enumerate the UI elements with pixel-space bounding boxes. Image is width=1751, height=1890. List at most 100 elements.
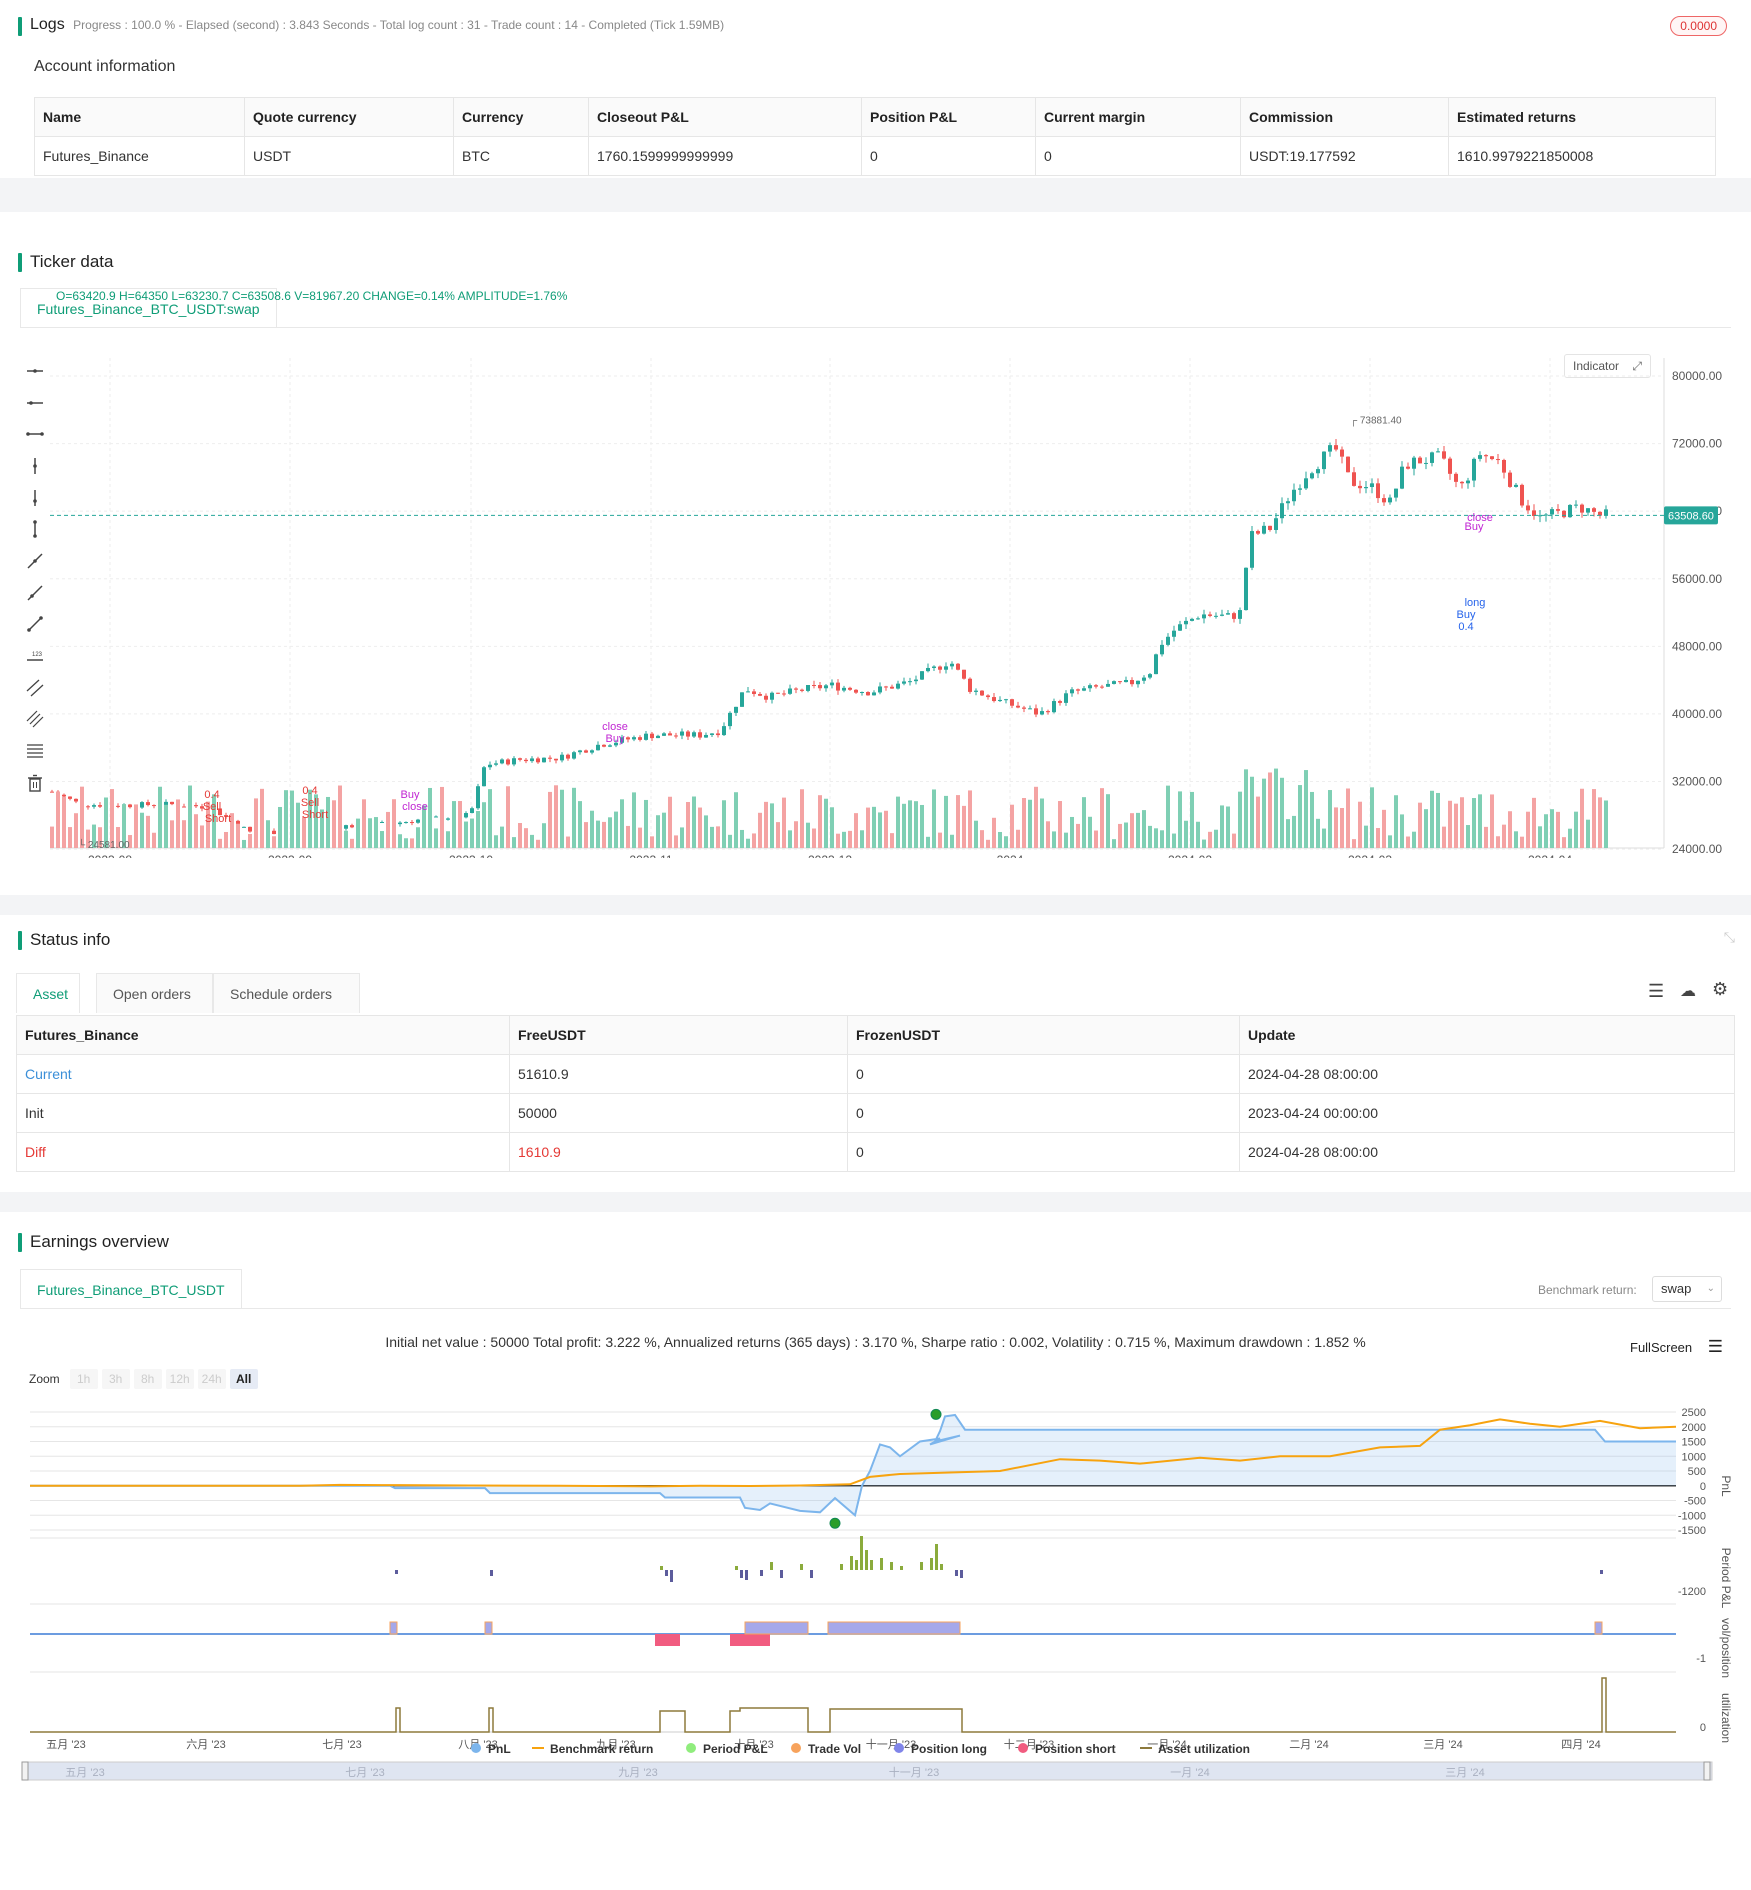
- trash-icon[interactable]: [24, 772, 46, 794]
- zoom-all[interactable]: All: [229, 1369, 258, 1389]
- fibonacci-lines-icon[interactable]: [24, 708, 46, 730]
- x-tick-label: 2023-11: [629, 853, 672, 858]
- account-col-header: Quote currency: [244, 97, 454, 137]
- position-long-bar: [1594, 1621, 1603, 1635]
- menu-icon[interactable]: ☰: [1707, 1337, 1724, 1356]
- zoom-8h[interactable]: 8h: [133, 1369, 162, 1389]
- candle-body: [50, 791, 54, 793]
- volume-bar: [710, 826, 714, 848]
- volume-bar: [1214, 829, 1218, 848]
- volume-bar: [872, 806, 876, 848]
- candle-body: [1472, 458, 1476, 481]
- candle-body: [116, 805, 120, 807]
- volume-bar: [1058, 801, 1062, 848]
- volume-bar: [542, 823, 546, 848]
- candle-body: [1376, 483, 1380, 499]
- candle-body: [1538, 515, 1542, 517]
- x-month-label: 九月 '23: [596, 1738, 635, 1751]
- legend-item[interactable]: Period P&L: [686, 1742, 768, 1756]
- ray-line-icon[interactable]: [24, 582, 46, 604]
- candle-body: [1310, 473, 1314, 479]
- parallel-channel-icon[interactable]: [24, 677, 46, 699]
- expand-icon[interactable]: ⤢: [1632, 359, 1642, 373]
- x-month-label: 六月 '23: [186, 1738, 225, 1751]
- tab-schedule-orders[interactable]: Schedule orders: [213, 973, 360, 1013]
- volume-bar: [1340, 808, 1344, 848]
- volume-bar: [506, 786, 510, 848]
- candle-body: [1196, 618, 1200, 620]
- position-short-bar: [745, 1634, 770, 1646]
- tab-asset[interactable]: Asset: [16, 973, 80, 1013]
- account-cell: 1760.1599999999999: [588, 136, 862, 176]
- tab-open-orders[interactable]: Open orders: [96, 973, 213, 1013]
- col-frozen: FrozenUSDT: [847, 1015, 1240, 1055]
- earnings-chart[interactable]: 2500 2000 1500 1000 500 0 -500 -1000 -1500 PnL Per…: [0, 1398, 1751, 1876]
- volume-bar: [116, 827, 120, 848]
- legend-item[interactable]: Position long: [894, 1742, 987, 1756]
- account-col-header: Commission: [1240, 97, 1449, 137]
- candle-body: [596, 744, 600, 751]
- x-month-label: 五月 '23: [46, 1739, 85, 1751]
- candle-body: [1124, 679, 1128, 683]
- zoom-3h[interactable]: 3h: [101, 1369, 130, 1389]
- logs-panel: Logs Progress : 100.0 % - Elapsed (secon…: [0, 0, 1751, 178]
- zoom-24h[interactable]: 24h: [197, 1369, 226, 1389]
- vertical-segment-icon[interactable]: [24, 518, 46, 540]
- horizontal-line-icon[interactable]: [24, 360, 46, 382]
- period-pnl-bar: [735, 1566, 738, 1570]
- trend-line-icon[interactable]: [24, 550, 46, 572]
- candle-body: [1550, 509, 1554, 515]
- zoom-1h[interactable]: 1h: [69, 1369, 98, 1389]
- volume-bar: [764, 801, 768, 848]
- candle-body: [1082, 688, 1086, 691]
- vertical-line-icon[interactable]: [24, 455, 46, 477]
- high-label: ┌ 73881.40: [1350, 416, 1402, 427]
- candle-body: [884, 686, 888, 688]
- legend-item[interactable]: Trade Vol: [791, 1742, 861, 1756]
- cloud-download-icon[interactable]: ☁: [1680, 983, 1696, 1000]
- benchmark-select[interactable]: swap ⌄: [1652, 1276, 1722, 1302]
- zoom-12h[interactable]: 12h: [165, 1369, 194, 1389]
- horizontal-segment-icon[interactable]: [24, 423, 46, 445]
- volume-bar: [1562, 837, 1566, 848]
- candle-body: [1154, 654, 1158, 675]
- volume-bar: [1022, 798, 1026, 848]
- fullscreen-button[interactable]: FullScreen ☰: [1630, 1337, 1723, 1357]
- fib-retracement-icon[interactable]: [24, 740, 46, 762]
- collapse-icon[interactable]: ⤡: [1723, 929, 1735, 945]
- ticker-panel: Ticker data Futures_Binance_BTC_USDT:swa…: [0, 212, 1751, 895]
- segment-line-icon[interactable]: [24, 613, 46, 635]
- legend-item[interactable]: Position short: [1018, 1742, 1116, 1756]
- tab-ticker-swap[interactable]: Futures_Binance_BTC_USDT:swap: [20, 288, 277, 328]
- indicator-button[interactable]: Indicator ⤢: [1564, 354, 1651, 378]
- candle-body: [722, 726, 726, 736]
- tab-earnings-symbol[interactable]: Futures_Binance_BTC_USDT: [20, 1269, 242, 1309]
- candle-body: [788, 688, 792, 694]
- candle-body: [1292, 489, 1296, 502]
- ticker-title: Ticker data: [17, 252, 114, 272]
- gear-icon[interactable]: ⚙: [1712, 979, 1729, 999]
- candle-body: [1190, 618, 1194, 621]
- volume-bar: [1520, 836, 1524, 848]
- navigator-handle-right[interactable]: [1703, 1761, 1711, 1781]
- legend-item[interactable]: PnL: [471, 1742, 511, 1756]
- candle-body: [350, 825, 354, 828]
- candle-body: [1184, 620, 1188, 625]
- candlestick-chart[interactable]: 80000.0072000.0064000.0056000.0048000.00…: [0, 338, 1751, 858]
- legend-item[interactable]: Benchmark return: [532, 1742, 653, 1756]
- volume-bar: [1148, 825, 1152, 848]
- row-label-init: Init: [16, 1093, 510, 1133]
- volume-bar: [548, 791, 552, 848]
- list-icon[interactable]: ☰: [1648, 981, 1665, 1001]
- candle-body: [68, 796, 72, 799]
- legend-item[interactable]: Asset utilization: [1140, 1742, 1250, 1756]
- period-pnl-bar: [920, 1562, 923, 1570]
- horizontal-ray-icon[interactable]: [24, 392, 46, 414]
- legend-label: PnL: [488, 1742, 511, 1756]
- volume-bar: [1076, 823, 1080, 848]
- candle-body: [1544, 514, 1548, 516]
- price-line-icon[interactable]: 123: [24, 645, 46, 667]
- navigator-handle-left[interactable]: [21, 1761, 29, 1781]
- vertical-ray-icon[interactable]: [24, 487, 46, 509]
- volume-bar: [740, 829, 744, 848]
